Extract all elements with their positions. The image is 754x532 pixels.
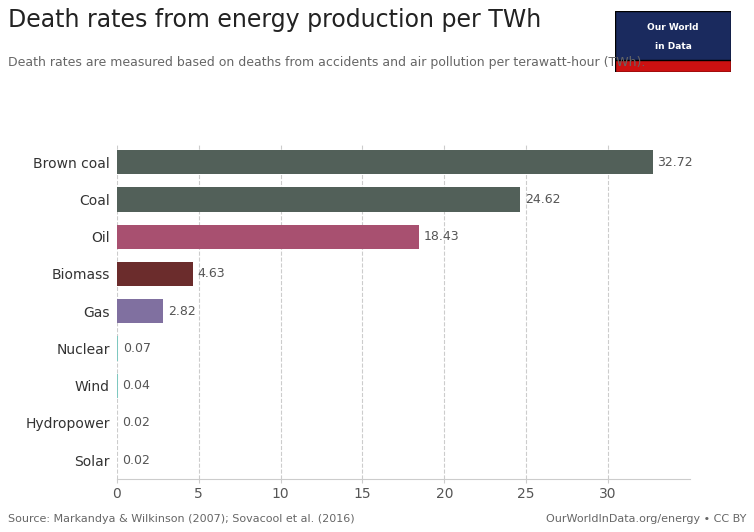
FancyBboxPatch shape bbox=[615, 60, 731, 72]
Bar bbox=[117, 262, 193, 286]
Text: 0.07: 0.07 bbox=[123, 342, 151, 355]
Text: 0.02: 0.02 bbox=[122, 454, 150, 467]
Text: in Data: in Data bbox=[654, 41, 691, 51]
Text: Death rates from energy production per TWh: Death rates from energy production per T… bbox=[8, 8, 541, 32]
Text: OurWorldInData.org/energy • CC BY: OurWorldInData.org/energy • CC BY bbox=[546, 514, 746, 524]
Text: 24.62: 24.62 bbox=[525, 193, 560, 206]
Bar bbox=[117, 187, 520, 212]
Text: Death rates are measured based on deaths from accidents and air pollution per te: Death rates are measured based on deaths… bbox=[8, 56, 645, 69]
Text: 18.43: 18.43 bbox=[424, 230, 459, 243]
Text: 0.02: 0.02 bbox=[122, 417, 150, 429]
Bar bbox=[117, 299, 163, 323]
Text: 4.63: 4.63 bbox=[198, 268, 225, 280]
Bar bbox=[117, 336, 118, 361]
Text: 32.72: 32.72 bbox=[657, 156, 693, 169]
FancyBboxPatch shape bbox=[615, 11, 731, 72]
Bar bbox=[117, 150, 652, 174]
Text: 0.04: 0.04 bbox=[122, 379, 150, 392]
Bar bbox=[117, 225, 418, 249]
Text: 2.82: 2.82 bbox=[168, 305, 196, 318]
Text: Our World: Our World bbox=[647, 23, 699, 32]
Text: Source: Markandya & Wilkinson (2007); Sovacool et al. (2016): Source: Markandya & Wilkinson (2007); So… bbox=[8, 514, 354, 524]
